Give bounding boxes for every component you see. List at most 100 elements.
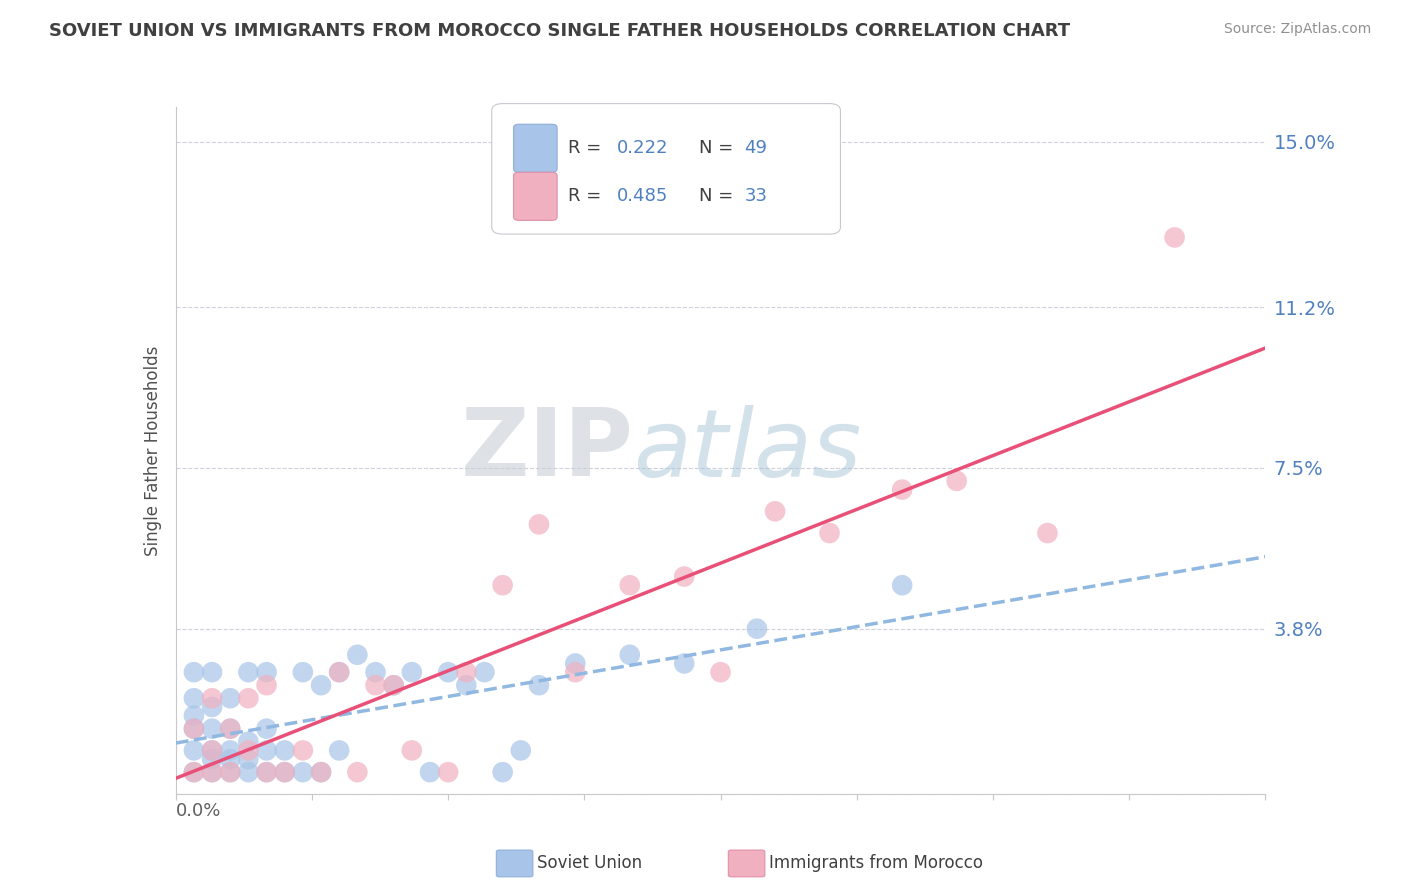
Point [256,665,278,680]
Text: atlas: atlas [633,405,862,496]
Point [274,743,297,757]
Text: N =: N = [699,139,738,157]
Point [201,743,224,757]
Point [201,665,224,680]
Point [256,743,278,757]
Text: 33: 33 [745,187,768,205]
Point [619,648,641,662]
Point [201,752,224,766]
Point [328,665,350,680]
Text: R =: R = [568,139,607,157]
FancyBboxPatch shape [513,124,557,172]
Point [238,735,260,749]
Point [492,765,515,780]
Point [309,765,332,780]
Point [274,765,297,780]
Point [183,665,205,680]
Point [183,708,205,723]
Point [346,648,368,662]
Y-axis label: Single Father Households: Single Father Households [143,345,162,556]
Point [382,678,405,692]
Point [474,665,496,680]
Point [456,678,478,692]
Point [238,765,260,780]
Point [1163,230,1185,244]
Point [183,722,205,736]
Point [256,678,278,692]
Point [527,517,550,532]
Text: ZIP: ZIP [461,404,633,497]
Point [238,665,260,680]
Point [183,743,205,757]
Text: Soviet Union: Soviet Union [537,855,643,872]
Point [745,622,768,636]
Point [183,765,205,780]
Point [619,578,641,592]
Text: Source: ZipAtlas.com: Source: ZipAtlas.com [1223,22,1371,37]
FancyBboxPatch shape [513,172,557,220]
Point [564,657,586,671]
Text: 0.0%: 0.0% [176,802,221,820]
Point [219,765,242,780]
Point [437,765,460,780]
Point [238,691,260,706]
Point [364,665,387,680]
Text: R =: R = [568,187,607,205]
Point [564,665,586,680]
Point [219,752,242,766]
Point [256,722,278,736]
Point [710,665,733,680]
Point [219,691,242,706]
Point [401,743,423,757]
Point [328,665,350,680]
Point [309,765,332,780]
Point [346,765,368,780]
Point [219,722,242,736]
Point [183,691,205,706]
FancyBboxPatch shape [492,103,841,234]
Point [891,483,914,497]
Point [945,474,967,488]
Point [382,678,405,692]
Point [201,765,224,780]
Point [509,743,531,757]
Point [673,657,696,671]
Point [291,765,314,780]
Point [201,743,224,757]
Point [309,678,332,692]
Point [274,765,297,780]
Point [527,678,550,692]
Text: Immigrants from Morocco: Immigrants from Morocco [769,855,983,872]
Point [238,743,260,757]
Point [291,743,314,757]
Text: 0.485: 0.485 [617,187,668,205]
Point [818,526,841,541]
Point [1036,526,1059,541]
Point [419,765,441,780]
Point [201,765,224,780]
Point [201,691,224,706]
Point [891,578,914,592]
Point [183,722,205,736]
Point [256,765,278,780]
Point [219,743,242,757]
Point [219,765,242,780]
Point [763,504,786,518]
Point [201,722,224,736]
Point [219,722,242,736]
Point [291,665,314,680]
Point [183,765,205,780]
Point [238,752,260,766]
Point [401,665,423,680]
Point [201,700,224,714]
Point [328,743,350,757]
Point [492,578,515,592]
Point [673,569,696,583]
Text: 49: 49 [745,139,768,157]
Text: N =: N = [699,187,738,205]
Text: 0.222: 0.222 [617,139,669,157]
Point [256,765,278,780]
Point [456,665,478,680]
Text: SOVIET UNION VS IMMIGRANTS FROM MOROCCO SINGLE FATHER HOUSEHOLDS CORRELATION CHA: SOVIET UNION VS IMMIGRANTS FROM MOROCCO … [49,22,1070,40]
Point [364,678,387,692]
